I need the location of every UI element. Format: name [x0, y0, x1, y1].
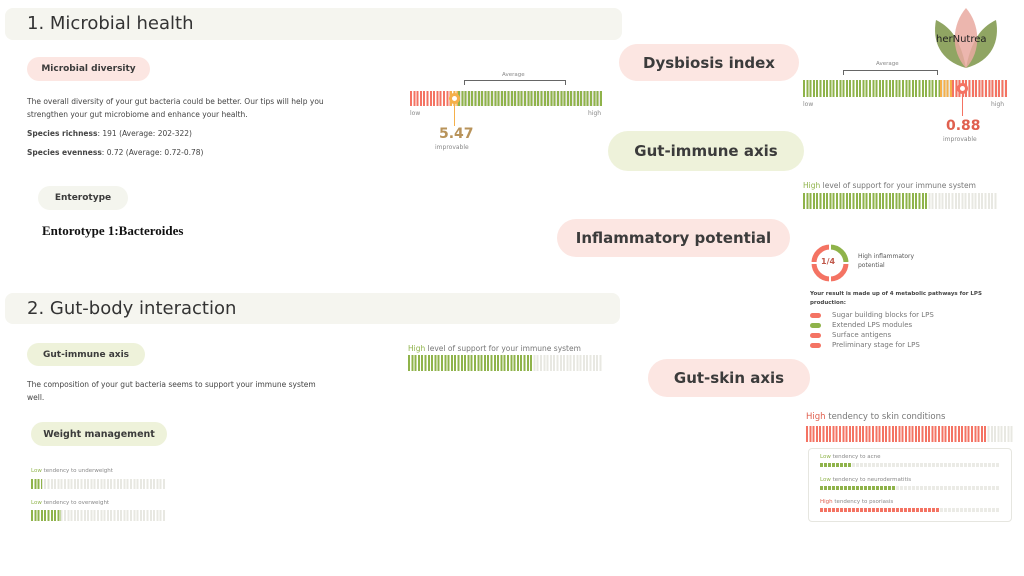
gut-immune-axis-pill: Gut-immune axis [27, 343, 145, 366]
skin-detail-item: High tendency to psoriasis [820, 499, 1000, 522]
immune-bar-right [803, 193, 997, 209]
donut-label: 1/4 [821, 257, 836, 266]
skin-bar-label: High tendency to skin conditions [806, 412, 946, 422]
pathway-swatch [810, 332, 821, 338]
skin-detail-item: Low tendency to acne [820, 454, 1000, 477]
diversity-text-line1: The overall diversity of your gut bacter… [27, 97, 324, 106]
dysbiosis-average-label: Average [876, 61, 899, 67]
skin-detail-label: Low tendency to acne [820, 454, 881, 460]
microbial-diversity-pill: Microbial diversity [27, 57, 150, 81]
inflammatory-status: High inflammatory potential [858, 253, 915, 269]
skin-detail-bar [820, 463, 1000, 467]
immune-bar-label: High level of support for your immune sy… [408, 344, 581, 353]
section-title-gut-body: 2. Gut-body interaction [5, 293, 620, 324]
pathway-label: Extended LPS modules [832, 321, 913, 329]
section-title-microbial-health: 1. Microbial health [5, 8, 622, 40]
weight-management-pill: Weight management [31, 422, 167, 446]
dysbiosis-index-pill: Dysbiosis index [619, 44, 799, 81]
diversity-marker-line [454, 104, 456, 126]
logo: herNutrea [930, 6, 1002, 70]
dysbiosis-high-label: high [991, 101, 1005, 108]
pathway-label: Preliminary stage for LPS [832, 341, 920, 349]
diversity-text-line2: strengthen your gut microbiome and enhan… [27, 110, 248, 119]
immune-bar [408, 355, 602, 371]
pathway-item: Extended LPS modules [810, 320, 934, 330]
immune-description: The composition of your gut bacteria see… [27, 380, 316, 402]
pathway-swatch [810, 312, 821, 318]
lps-pathway-legend: Sugar building blocks for LPS Extended LP… [810, 310, 934, 350]
pathway-item: Surface antigens [810, 330, 934, 340]
underweight-label: Low tendency to underweight [31, 468, 113, 474]
overweight-bar [31, 510, 166, 521]
bar-fill [803, 193, 928, 209]
pathway-label: Surface antigens [832, 331, 892, 339]
skin-details-box [808, 448, 1012, 522]
overweight-label: Low tendency to overweight [31, 500, 110, 506]
bar-fill [806, 426, 987, 442]
dysbiosis-marker [956, 83, 968, 94]
diversity-marker [448, 93, 460, 104]
dysbiosis-gauge [803, 80, 1007, 97]
skin-detail-fill [820, 508, 939, 512]
dysbiosis-status: improvable [943, 136, 977, 143]
bar-fill [31, 479, 42, 489]
species-richness: Species richness: 191 (Average: 202-322) [27, 129, 192, 138]
inflammatory-description: Your result is made up of 4 metabolic pa… [810, 291, 982, 306]
skin-detail-label: High tendency to psoriasis [820, 499, 894, 505]
pathway-swatch [810, 322, 821, 328]
average-bracket [464, 80, 566, 85]
diversity-description: The overall diversity of your gut bacter… [27, 95, 387, 159]
enterotype-pill: Enterotype [38, 186, 128, 210]
dysbiosis-average-bracket [843, 70, 938, 75]
underweight-bar [31, 479, 166, 489]
average-label: Average [502, 72, 525, 78]
high-label: high [588, 110, 602, 117]
enterotype-value: Entorotype 1:Bacteroides [42, 223, 184, 238]
gut-skin-axis-pill: Gut-skin axis [648, 359, 810, 397]
skin-detail-bar [820, 485, 1000, 490]
skin-detail-bar [820, 508, 1000, 512]
pathway-item: Sugar building blocks for LPS [810, 310, 934, 320]
bar-fill [408, 355, 533, 371]
logo-text: herNutrea [936, 34, 987, 45]
diversity-gauge [410, 91, 602, 106]
species-evenness: Species evenness: 0.72 (Average: 0.72-0.… [27, 148, 204, 157]
dysbiosis-value: 0.88 [946, 118, 981, 134]
pathway-swatch [810, 342, 821, 348]
skin-detail-item: Low tendency to neurodermatitis [820, 477, 1000, 500]
pathway-item: Preliminary stage for LPS [810, 340, 934, 350]
skin-detail-label: Low tendency to neurodermatitis [820, 476, 912, 483]
immune-bar-label-right: High level of support for your immune sy… [803, 181, 976, 190]
diversity-value: 5.47 [439, 126, 474, 142]
dysbiosis-low-label: low [803, 101, 814, 108]
inflammatory-potential-pill: Inflammatory potential [557, 219, 790, 257]
skin-detail-list: Low tendency to acne Low tendency to neur… [820, 454, 1000, 522]
skin-detail-fill [820, 485, 896, 490]
low-label: low [410, 110, 421, 117]
inflammatory-donut: 1/4 [811, 244, 849, 282]
pathway-label: Sugar building blocks for LPS [832, 311, 934, 319]
dysbiosis-marker-line [962, 94, 964, 116]
bar-fill [31, 510, 61, 521]
diversity-status: improvable [435, 144, 469, 151]
skin-detail-fill [820, 463, 853, 467]
gut-immune-axis-pill-right: Gut-immune axis [608, 131, 804, 171]
skin-bar [806, 426, 1013, 442]
